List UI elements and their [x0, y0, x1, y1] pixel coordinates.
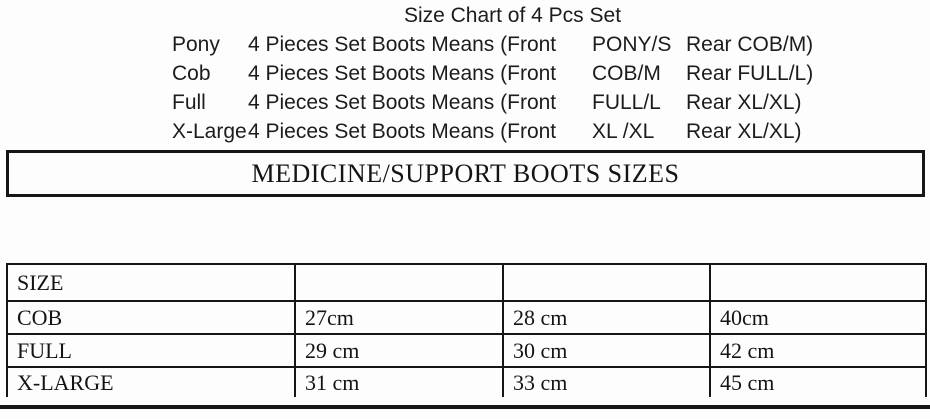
set-line-front-size: FULL/L — [592, 90, 661, 114]
table-cell-empty — [294, 263, 504, 302]
set-line-name: Full — [172, 90, 206, 114]
table-cell-measure: 40cm — [709, 300, 927, 335]
set-line-full: Full 4 Pieces Set Boots Means (Front FUL… — [172, 88, 813, 117]
table-cell-measure: 45 cm — [709, 366, 927, 397]
set-line-front-size: PONY/S — [592, 32, 672, 56]
banner-label: MEDICINE/SUPPORT BOOTS SIZES — [251, 158, 680, 188]
set-line-rear-size: Rear XL/XL) — [686, 119, 802, 143]
set-line-front-size: COB/M — [592, 61, 661, 85]
table-row-full: FULL 29 cm 30 cm 42 cm — [6, 333, 927, 368]
set-line-pony: Pony 4 Pieces Set Boots Means (Front PON… — [172, 30, 813, 59]
table-cell-measure: 42 cm — [709, 333, 927, 368]
table-row-header: SIZE — [6, 263, 927, 302]
table-cell-size-name: FULL — [6, 333, 296, 368]
table-cell-measure: 30 cm — [502, 333, 711, 368]
set-line-rear-size: Rear COB/M) — [686, 32, 814, 56]
set-line-name: Cob — [172, 61, 211, 85]
set-line-means: 4 Pieces Set Boots Means (Front — [248, 32, 557, 56]
table-row-cob: COB 27cm 28 cm 40cm — [6, 300, 927, 335]
table-cell-size-name: X-LARGE — [6, 366, 296, 397]
bottom-rule — [0, 405, 930, 409]
set-line-means: 4 Pieces Set Boots Means (Front — [248, 119, 557, 143]
set-line-front-size: XL /XL — [592, 119, 655, 143]
table-cell-measure: 29 cm — [294, 333, 504, 368]
set-line-means: 4 Pieces Set Boots Means (Front — [248, 61, 557, 85]
table-cell-size-name: COB — [6, 300, 296, 335]
size-table: SIZE COB 27cm 28 cm 40cm FULL 29 cm 30 c… — [6, 263, 927, 397]
table-cell-empty — [709, 263, 927, 302]
table-cell-measure: 31 cm — [294, 366, 504, 397]
set-line-name: Pony — [172, 32, 220, 56]
set-description-lines: Pony 4 Pieces Set Boots Means (Front PON… — [172, 30, 813, 146]
page-title: Size Chart of 4 Pcs Set — [403, 4, 622, 27]
medicine-support-banner: MEDICINE/SUPPORT BOOTS SIZES — [6, 150, 925, 197]
table-cell-measure: 33 cm — [502, 366, 711, 397]
set-line-rear-size: Rear XL/XL) — [686, 90, 802, 114]
set-line-name: X-Large — [172, 119, 247, 143]
table-cell-size-label: SIZE — [6, 263, 296, 302]
table-cell-measure: 27cm — [294, 300, 504, 335]
table-cell-empty — [502, 263, 711, 302]
set-line-means: 4 Pieces Set Boots Means (Front — [248, 90, 557, 114]
table-row-xlarge: X-LARGE 31 cm 33 cm 45 cm — [6, 366, 927, 397]
set-line-xlarge: X-Large 4 Pieces Set Boots Means (Front … — [172, 117, 813, 146]
set-line-cob: Cob 4 Pieces Set Boots Means (Front COB/… — [172, 59, 813, 88]
table-cell-measure: 28 cm — [502, 300, 711, 335]
set-line-rear-size: Rear FULL/L) — [686, 61, 814, 85]
